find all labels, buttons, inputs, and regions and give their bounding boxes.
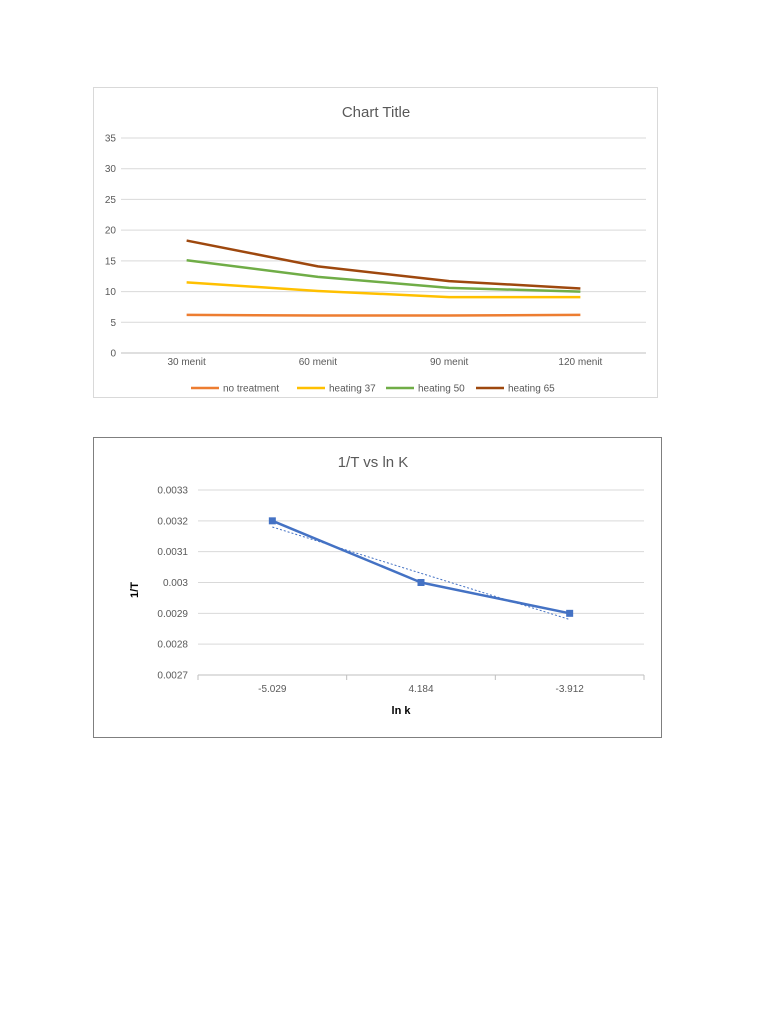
x-axis-title: ln k xyxy=(392,705,412,717)
line-chart-1-over-t-vs-ln-k: 1/T vs ln K 0.0027 0.0028 0.0029 0.003 0.0031… xyxy=(93,437,662,738)
y-tick-label: 0.0031 xyxy=(157,547,188,558)
chart-title: Chart Title xyxy=(342,104,410,121)
y-tick-label: 35 xyxy=(105,134,117,145)
y-tick-label: 0.0028 xyxy=(157,640,188,651)
y-tick-label: 0 xyxy=(110,349,116,360)
data-point-marker xyxy=(566,609,574,617)
series-line-2 xyxy=(186,281,581,299)
legend-label: heating 65 xyxy=(508,384,555,395)
y-tick-label: 15 xyxy=(105,256,117,267)
x-tick-label: 90 menit xyxy=(430,357,469,368)
x-tick-label: 30 menit xyxy=(167,357,206,368)
y-tick-label: 0.0027 xyxy=(157,671,188,682)
chart1-svg: Chart Title 0 5 10 15 20 25 30 35 30 menit 60 meni… xyxy=(105,104,646,395)
y-tick-label: 10 xyxy=(105,287,117,298)
chart-title: 1/T vs ln K xyxy=(338,454,409,471)
y-tick-label: 0.0029 xyxy=(157,609,188,620)
trendline xyxy=(272,526,570,620)
data-point-marker xyxy=(268,517,276,525)
series-line-1 xyxy=(271,519,570,615)
line-chart-heating: Chart Title 0 5 10 15 20 25 30 35 30 menit 60 meni… xyxy=(93,87,658,398)
y-tick-label: 0.003 xyxy=(163,578,188,589)
data-point-marker xyxy=(417,579,425,586)
x-tick-label: 120 menit xyxy=(558,357,602,368)
chart2-svg: 1/T vs ln K 0.0027 0.0028 0.0029 0.003 0.0031… xyxy=(129,454,645,717)
x-tick-label: -3.912 xyxy=(555,684,584,695)
y-tick-label: 20 xyxy=(105,226,117,237)
series-line-4 xyxy=(186,239,581,290)
x-tick-label: -5.029 xyxy=(258,684,287,695)
series-line-3 xyxy=(186,259,581,293)
x-tick-label: 60 menit xyxy=(299,357,338,368)
y-tick-label: 5 xyxy=(110,318,116,329)
y-axis-title: 1/T xyxy=(129,582,141,598)
series-line-1 xyxy=(186,313,581,317)
legend-label: heating 50 xyxy=(418,384,465,395)
legend-label: heating 37 xyxy=(329,384,376,395)
legend-label: no treatment xyxy=(223,384,279,395)
y-tick-label: 0.0033 xyxy=(157,486,188,497)
x-tick-label: 4.184 xyxy=(408,684,433,695)
y-tick-label: 25 xyxy=(105,195,117,206)
y-tick-label: 0.0032 xyxy=(157,516,188,527)
y-tick-label: 30 xyxy=(105,164,117,175)
